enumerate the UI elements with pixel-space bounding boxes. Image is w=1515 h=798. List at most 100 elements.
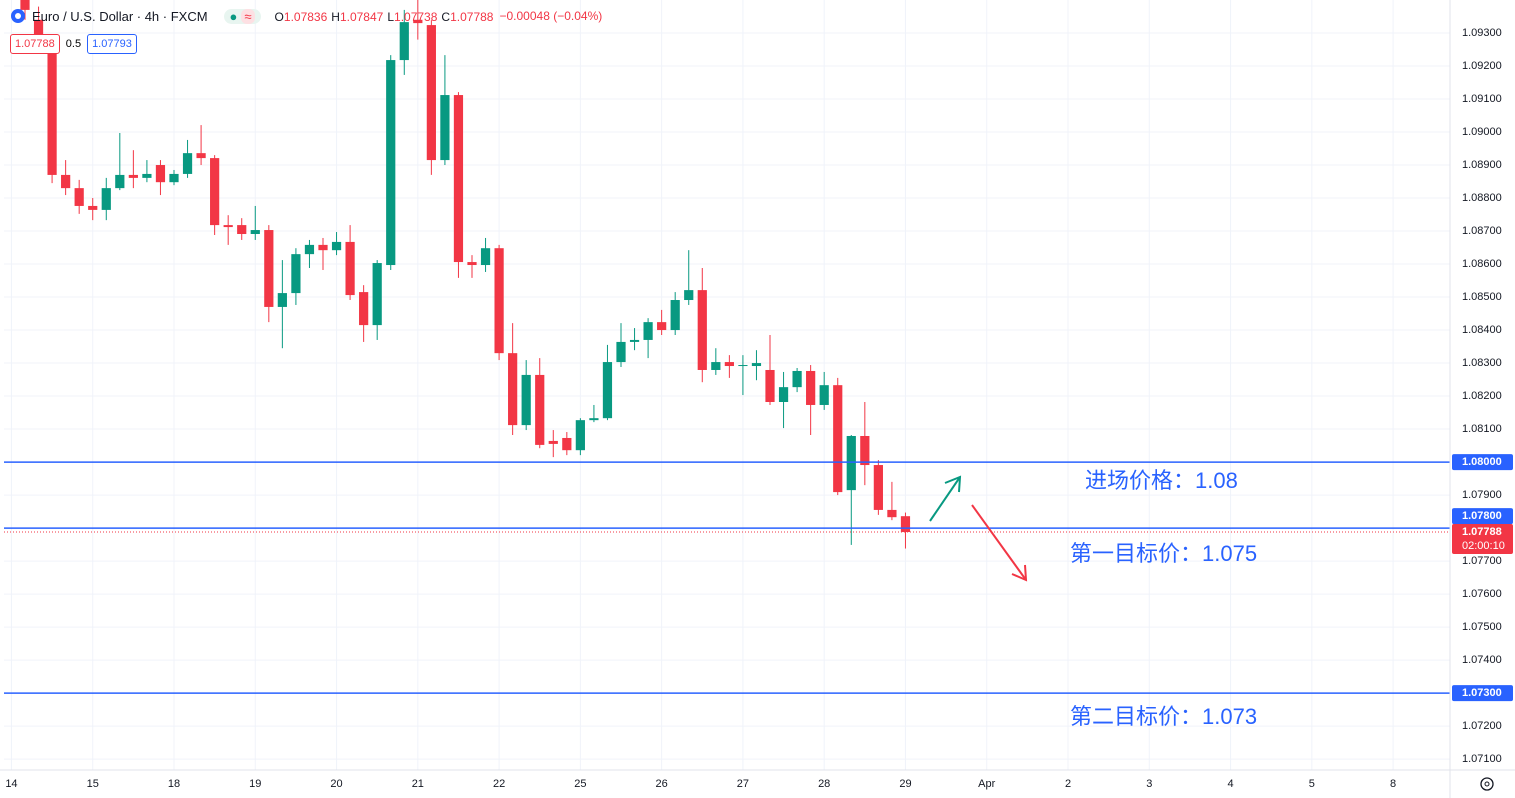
y-tick-label: 1.07100: [1462, 753, 1502, 765]
x-tick-label: 4: [1227, 778, 1233, 790]
candle-body: [210, 158, 220, 226]
candle-body: [562, 437, 572, 451]
candle-body: [264, 230, 274, 307]
candle-body: [684, 290, 694, 301]
legend: Euro / U.S. Dollar · 4h · FXCM ● ≈ O1.078…: [10, 8, 602, 24]
x-tick-label: 29: [899, 778, 911, 790]
candle-body: [61, 174, 71, 189]
x-tick-label: 3: [1146, 778, 1152, 790]
candle-body: [399, 22, 409, 61]
x-tick-label: 14: [5, 778, 17, 790]
candle-body: [751, 363, 762, 367]
candle-body: [765, 369, 775, 402]
candle-body: [860, 435, 870, 466]
candle-body: [318, 244, 328, 251]
arrow-down: [971, 504, 1028, 582]
grid: [4, 0, 1450, 770]
y-tick-label: 1.08700: [1462, 225, 1502, 237]
y-tick-label: 1.07400: [1462, 654, 1502, 666]
settings-icon[interactable]: [1480, 777, 1494, 791]
y-tick-label: 1.09000: [1462, 126, 1502, 138]
candle-body: [508, 353, 518, 426]
candle-body: [711, 362, 721, 370]
sell-button[interactable]: 1.07788: [10, 34, 60, 54]
x-tick-label: 21: [412, 778, 424, 790]
candle-body: [277, 293, 287, 307]
candle-body: [873, 465, 883, 510]
candle-body: [670, 300, 680, 331]
ohlc: O1.07836 H1.07847 L1.07738 C1.07788: [275, 9, 494, 24]
x-tick-label: 18: [168, 778, 180, 790]
candle-body: [535, 374, 545, 445]
candle-body: [169, 173, 179, 183]
candle-body: [359, 292, 369, 326]
y-tick-label: 1.07600: [1462, 588, 1502, 600]
change: −0.00048 (−0.04%): [499, 9, 603, 23]
ohlc-key: C: [441, 9, 451, 24]
y-tick-label: 1.09300: [1462, 27, 1502, 39]
price-tag-label: 1.07300: [1462, 687, 1502, 699]
ohlc-item: H1.07847: [331, 9, 383, 24]
candle-body: [101, 188, 111, 210]
candle-body: [47, 47, 57, 175]
ohlc-item: C1.07788: [441, 9, 493, 24]
candle-body: [819, 385, 829, 405]
candle-body: [291, 254, 301, 294]
candle-body: [345, 241, 355, 296]
ohlc-value: 1.07836: [283, 9, 328, 24]
candle-body: [20, 0, 30, 10]
candle-body: [142, 173, 152, 178]
price-tag-label: 1.08000: [1462, 456, 1502, 468]
candle-body: [616, 341, 626, 363]
x-tick-label: 25: [574, 778, 586, 790]
annotation: 第二目标价：1.073: [1070, 704, 1257, 729]
x-tick-label: 27: [737, 778, 749, 790]
x-tick-label: 20: [330, 778, 342, 790]
candle-body: [467, 262, 477, 266]
buy-button[interactable]: 1.07793: [87, 34, 137, 54]
ohlc-key: L: [387, 9, 395, 24]
candle-body: [155, 165, 166, 183]
y-tick-label: 1.08400: [1462, 324, 1502, 336]
y-tick-label: 1.07900: [1462, 489, 1502, 501]
candle-body: [657, 322, 667, 331]
candle-body: [833, 385, 843, 493]
candle-body: [386, 60, 396, 266]
spread: 0.5: [65, 38, 82, 50]
ohlc-item: O1.07836: [275, 9, 328, 24]
x-tick-label: 5: [1309, 778, 1315, 790]
candle-body: [128, 174, 138, 178]
y-tick-label: 1.08800: [1462, 192, 1502, 204]
candle-body: [196, 153, 206, 159]
y-tick-label: 1.08500: [1462, 291, 1502, 303]
ohlc-item: L1.07738: [387, 9, 437, 24]
y-tick-label: 1.08200: [1462, 390, 1502, 402]
y-tick-label: 1.08300: [1462, 357, 1502, 369]
plot: [4, 0, 1450, 694]
y-tick-label: 1.08900: [1462, 159, 1502, 171]
candle-body: [846, 435, 856, 491]
candle-body: [33, 19, 44, 47]
y-tick-label: 1.08600: [1462, 258, 1502, 270]
candle-body: [900, 516, 911, 533]
candle-body: [494, 248, 504, 354]
y-tick-label: 1.09100: [1462, 93, 1502, 105]
candle-body: [182, 153, 193, 174]
candle-body: [237, 225, 247, 235]
candle-body: [453, 95, 464, 263]
y-tick-label: 1.07700: [1462, 555, 1502, 567]
candle-body: [304, 244, 315, 255]
candle-body: [250, 230, 260, 235]
arrow-up: [929, 475, 962, 522]
last-price-label: 1.07788: [1462, 526, 1502, 538]
status: ● ≈: [223, 8, 261, 24]
ohlc-value: 1.07847: [339, 9, 384, 24]
candle-body: [480, 248, 491, 266]
candle-body: [792, 370, 802, 388]
x-tick-label: 2: [1065, 778, 1071, 790]
candle-body: [589, 418, 599, 421]
ohlc-key: H: [331, 9, 340, 24]
x-tick-label: 8: [1390, 778, 1396, 790]
